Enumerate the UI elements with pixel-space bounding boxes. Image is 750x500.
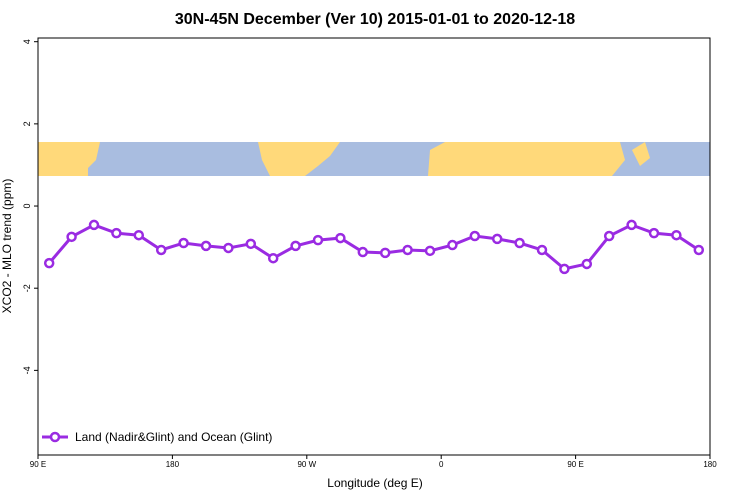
x-tick-label: 0	[439, 460, 444, 469]
point	[155, 244, 167, 256]
land	[428, 142, 625, 176]
point	[357, 246, 369, 258]
point	[469, 230, 481, 242]
x-axis-label: Longitude (deg E)	[327, 476, 422, 490]
land	[88, 142, 100, 168]
point	[133, 229, 145, 241]
point	[491, 233, 503, 245]
chart-title: 30N-45N December (Ver 10) 2015-01-01 to …	[175, 11, 575, 28]
land	[258, 142, 340, 176]
point	[402, 244, 413, 256]
y-tick-label: 4	[22, 39, 32, 44]
point	[648, 227, 660, 239]
point	[290, 240, 301, 252]
y-tick-label: -4	[22, 366, 32, 374]
legend-label: Land (Nadir&Glint) and Ocean (Glint)	[75, 430, 272, 444]
point	[379, 247, 391, 259]
point	[312, 234, 324, 246]
series-line	[48, 223, 700, 271]
legend-marker	[49, 431, 61, 443]
y-axis-label: XCO2 - MLO trend (ppm)	[0, 179, 14, 314]
point	[267, 252, 279, 264]
x-tick-label: 90 W	[297, 460, 316, 469]
point	[223, 242, 234, 254]
land	[38, 142, 88, 176]
point	[245, 238, 257, 250]
point	[111, 227, 122, 239]
point	[447, 239, 458, 251]
point	[424, 245, 436, 257]
x-tick-label: 90 E	[567, 460, 583, 469]
point	[559, 263, 570, 275]
y-tick-label: 2	[22, 121, 32, 126]
point	[581, 258, 593, 270]
map-band	[38, 142, 710, 176]
point	[200, 240, 212, 252]
point	[335, 232, 346, 244]
point	[66, 231, 77, 243]
y-tick-label: 0	[22, 204, 32, 209]
point	[536, 244, 548, 256]
x-tick-label: 90 E	[30, 460, 46, 469]
point	[514, 237, 525, 249]
point	[43, 257, 55, 269]
plot-frame	[37, 37, 711, 456]
x-tick-label: 180	[703, 460, 717, 469]
point	[671, 229, 682, 241]
point	[178, 237, 189, 249]
point	[626, 219, 637, 231]
x-tick-label: 180	[166, 460, 180, 469]
point	[693, 244, 705, 256]
point	[603, 230, 615, 242]
land	[632, 142, 650, 166]
point	[88, 219, 100, 231]
y-tick-label: -2	[22, 284, 32, 292]
